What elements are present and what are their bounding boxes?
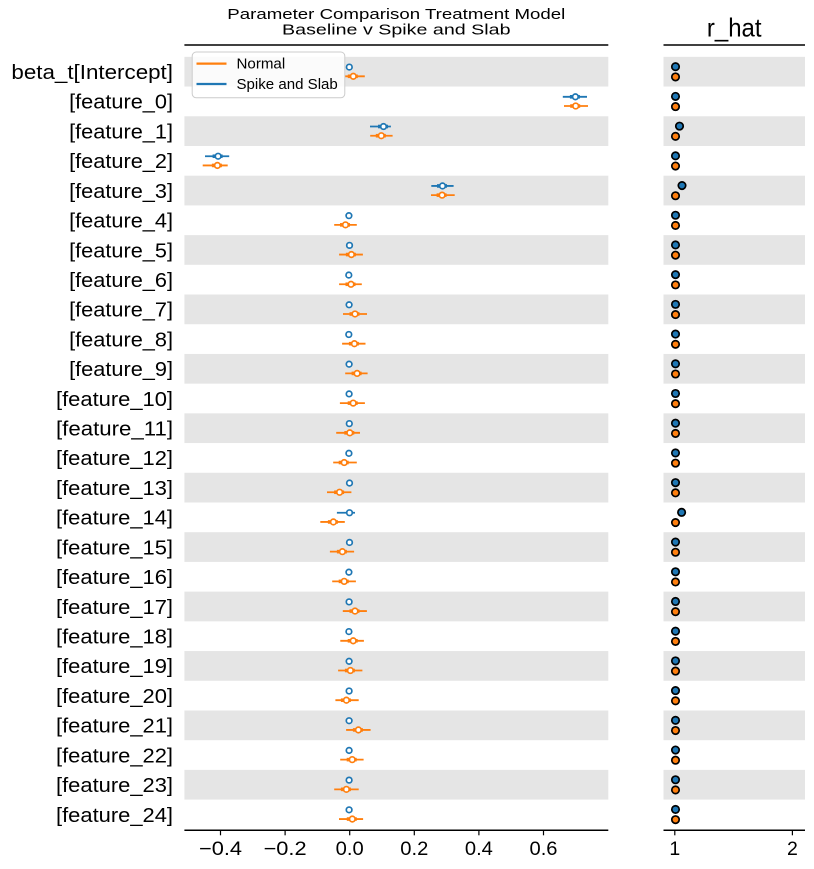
svg-text:−0.4: −0.4	[199, 838, 242, 860]
svg-text:Baseline v Spike and Slab: Baseline v Spike and Slab	[282, 23, 511, 39]
svg-text:0.6: 0.6	[530, 838, 558, 860]
svg-text:Parameter Comparison Treatment: Parameter Comparison Treatment Model	[227, 7, 565, 23]
svg-text:−0.2: −0.2	[264, 838, 307, 860]
svg-text:[feature_13]: [feature_13]	[56, 478, 173, 500]
svg-text:[feature_20]: [feature_20]	[56, 686, 173, 708]
svg-text:2: 2	[787, 838, 798, 860]
svg-text:[feature_8]: [feature_8]	[69, 329, 173, 351]
svg-text:[feature_19]: [feature_19]	[56, 656, 173, 678]
svg-text:[feature_21]: [feature_21]	[56, 716, 173, 738]
svg-text:[feature_12]: [feature_12]	[56, 448, 173, 470]
svg-text:r_hat: r_hat	[707, 13, 762, 43]
svg-text:[feature_6]: [feature_6]	[69, 270, 173, 292]
svg-text:[feature_18]: [feature_18]	[56, 626, 173, 648]
svg-text:[feature_9]: [feature_9]	[69, 359, 173, 381]
svg-text:[feature_3]: [feature_3]	[69, 181, 173, 203]
svg-text:Normal: Normal	[237, 57, 286, 73]
svg-text:[feature_1]: [feature_1]	[69, 121, 173, 143]
svg-text:[feature_24]: [feature_24]	[56, 805, 173, 827]
svg-text:[feature_2]: [feature_2]	[69, 151, 173, 173]
svg-text:[feature_10]: [feature_10]	[56, 389, 173, 411]
svg-text:0.0: 0.0	[336, 838, 364, 860]
svg-text:[feature_4]: [feature_4]	[69, 211, 173, 233]
svg-text:0.4: 0.4	[465, 838, 493, 860]
svg-text:[feature_0]: [feature_0]	[69, 92, 173, 114]
svg-text:1: 1	[669, 838, 680, 860]
svg-text:[feature_22]: [feature_22]	[56, 745, 173, 767]
svg-text:[feature_15]: [feature_15]	[56, 537, 173, 559]
svg-text:beta_t[Intercept]: beta_t[Intercept]	[11, 62, 173, 84]
svg-text:[feature_17]: [feature_17]	[56, 597, 173, 619]
svg-text:[feature_11]: [feature_11]	[56, 419, 173, 441]
svg-text:[feature_16]: [feature_16]	[56, 567, 173, 589]
svg-text:[feature_7]: [feature_7]	[69, 300, 173, 322]
svg-text:0.2: 0.2	[400, 838, 428, 860]
svg-text:[feature_5]: [feature_5]	[69, 240, 173, 262]
svg-text:Spike and Slab: Spike and Slab	[237, 77, 338, 93]
svg-text:[feature_14]: [feature_14]	[56, 508, 173, 530]
svg-text:[feature_23]: [feature_23]	[56, 775, 173, 797]
